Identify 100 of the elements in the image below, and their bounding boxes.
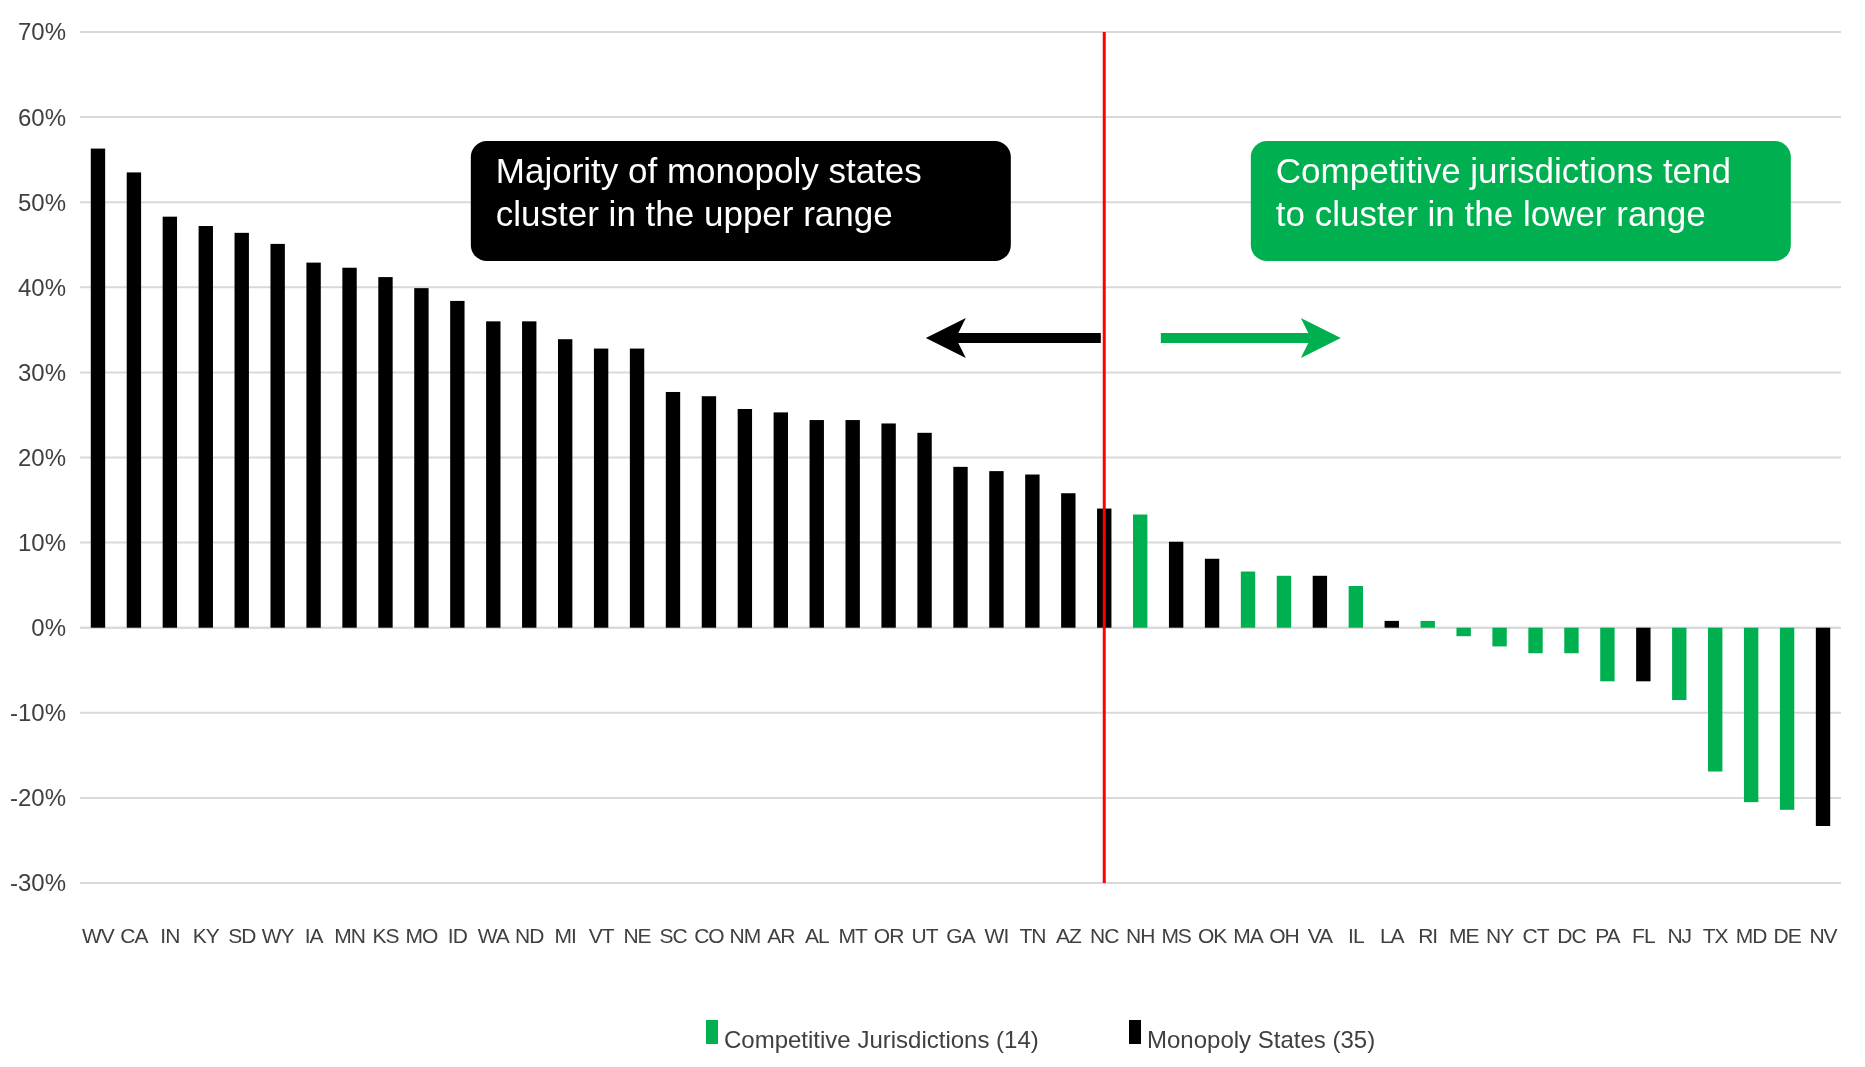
legend-label: Monopoly States (35) xyxy=(1147,1026,1376,1053)
x-tick-label: VT xyxy=(588,924,615,947)
x-tick-label: NJ xyxy=(1667,924,1692,947)
y-tick-label: 70% xyxy=(17,18,66,46)
x-tick-label: NY xyxy=(1485,924,1515,947)
x-tick-label: OK xyxy=(1197,924,1228,947)
x-tick-label: WY xyxy=(261,924,295,947)
x-tick-label: MA xyxy=(1233,924,1264,947)
bar xyxy=(1564,627,1579,654)
bar xyxy=(1600,627,1615,682)
x-tick-label: MT xyxy=(838,924,869,947)
x-tick-label: NH xyxy=(1126,924,1155,947)
x-tick-label: MO xyxy=(405,924,438,947)
bar xyxy=(342,267,357,628)
y-tick-label: 40% xyxy=(17,273,66,301)
bar xyxy=(593,348,609,628)
y-tick-label: -30% xyxy=(9,869,66,897)
x-tick-label: DE xyxy=(1773,924,1802,947)
y-tick-label: 0% xyxy=(31,614,66,642)
bar xyxy=(1133,514,1148,628)
bar xyxy=(1384,620,1399,628)
bar xyxy=(629,348,645,628)
x-tick-label: LA xyxy=(1379,924,1405,947)
bar xyxy=(881,423,896,628)
y-tick-label: 20% xyxy=(17,443,66,471)
x-tick-label: ID xyxy=(447,924,468,947)
bar xyxy=(378,277,393,628)
x-tick-label: ND xyxy=(515,924,545,947)
x-tick-label: NV xyxy=(1809,924,1838,947)
x-tick-label: OH xyxy=(1269,924,1299,947)
x-tick-label: IL xyxy=(1348,924,1364,947)
y-tick-label: 30% xyxy=(17,358,66,386)
bar xyxy=(1061,493,1076,628)
bar xyxy=(234,232,249,628)
x-tick-label: AL xyxy=(804,924,829,947)
bar xyxy=(1492,627,1507,647)
y-tick-label: -20% xyxy=(9,784,66,812)
bar xyxy=(270,243,285,628)
bar xyxy=(1456,627,1471,637)
bar xyxy=(1779,627,1795,810)
bar xyxy=(773,412,788,628)
x-tick-label: WI xyxy=(984,924,1009,947)
x-tick-label: IN xyxy=(160,924,180,947)
x-tick-label: OR xyxy=(873,924,905,947)
bar xyxy=(1348,586,1364,628)
bar xyxy=(737,408,753,628)
x-tick-label: MN xyxy=(334,924,365,947)
bar xyxy=(989,471,1004,628)
x-tick-label: MI xyxy=(554,924,576,947)
x-tick-label: RI xyxy=(1418,924,1438,947)
bar xyxy=(1168,541,1184,628)
bar xyxy=(522,321,537,628)
x-tick-label: NM xyxy=(729,924,761,947)
x-tick-label: CA xyxy=(120,924,149,947)
x-tick-label: CT xyxy=(1522,924,1550,947)
x-tick-label: KY xyxy=(192,924,220,947)
x-tick-label: GA xyxy=(946,924,976,947)
bar xyxy=(1636,627,1651,682)
bar xyxy=(198,226,213,628)
x-tick-label: AR xyxy=(767,924,796,947)
bar xyxy=(917,432,932,628)
x-tick-label: IA xyxy=(304,924,324,947)
annotation: Competitive jurisdictions tend to cluster in the lower range xyxy=(1275,151,1732,233)
bar xyxy=(1708,627,1723,772)
x-tick-label: MD xyxy=(1735,924,1768,947)
bar xyxy=(162,216,178,628)
bar xyxy=(450,300,465,628)
x-tick-label: UT xyxy=(911,924,939,947)
bar xyxy=(126,172,142,628)
bar xyxy=(1743,627,1759,803)
x-tick-label: DC xyxy=(1557,924,1587,947)
x-tick-label: PA xyxy=(1595,924,1621,947)
x-tick-label: SD xyxy=(228,924,257,947)
x-tick-label: KS xyxy=(372,924,400,947)
y-tick-label: 50% xyxy=(17,188,66,216)
bar xyxy=(1420,620,1435,628)
x-tick-label: AZ xyxy=(1055,924,1082,947)
annotation: Majority of monopoly states cluster in the upper range xyxy=(495,151,922,233)
bar xyxy=(701,396,717,628)
bar xyxy=(1240,571,1256,628)
x-tick-label: WA xyxy=(477,924,510,947)
bar xyxy=(953,466,968,628)
bar xyxy=(1815,627,1831,826)
x-tick-label: NE xyxy=(623,924,652,947)
bar xyxy=(1312,575,1328,628)
x-tick-label: MS xyxy=(1161,924,1192,947)
x-tick-label: FL xyxy=(1632,924,1655,947)
x-tick-label: WV xyxy=(82,924,115,947)
y-tick-label: 10% xyxy=(17,529,66,556)
bar xyxy=(665,391,681,628)
bar xyxy=(486,321,501,628)
bar xyxy=(1528,627,1543,654)
legend-label: Competitive Jurisdictions (14) xyxy=(724,1026,1039,1053)
bar xyxy=(845,420,860,628)
x-tick-label: CO xyxy=(694,924,725,947)
x-tick-label: SC xyxy=(659,924,688,947)
bar xyxy=(414,288,429,628)
x-tick-label: ME xyxy=(1448,924,1480,947)
x-tick-label: TN xyxy=(1019,924,1046,947)
x-tick-label: TX xyxy=(1702,924,1729,947)
